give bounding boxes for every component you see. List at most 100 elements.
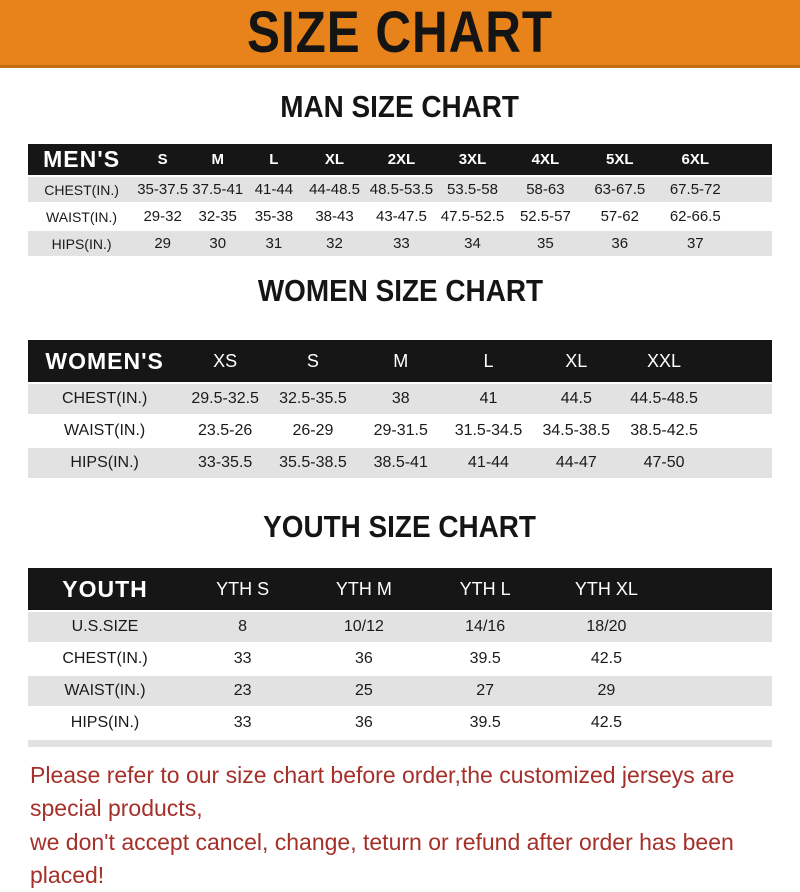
measurement-cell: 8 bbox=[182, 612, 304, 642]
filler-cell bbox=[707, 340, 772, 382]
filler-cell bbox=[733, 177, 772, 202]
size-column-header: XL bbox=[302, 144, 367, 175]
row-label: WAIST(IN.) bbox=[28, 204, 136, 229]
size-column-header: XS bbox=[181, 340, 270, 382]
measurement-cell: 27 bbox=[424, 676, 546, 706]
size-column-header: YTH M bbox=[303, 568, 425, 610]
measurement-cell: 30 bbox=[190, 231, 246, 256]
measurement-cell: 33-35.5 bbox=[181, 448, 270, 478]
size-column-header: 4XL bbox=[508, 144, 583, 175]
measurement-cell: 37 bbox=[657, 231, 734, 256]
measurement-row: CHEST(IN.) 33 36 39.5 42.5 bbox=[28, 644, 772, 674]
filler-cell bbox=[707, 384, 772, 414]
measurement-cell: 29-32 bbox=[135, 204, 191, 229]
measurement-cell: 26-29 bbox=[269, 416, 357, 446]
size-column-header: YTH XL bbox=[545, 568, 668, 610]
filler-cell bbox=[733, 204, 772, 229]
row-label: HIPS(IN.) bbox=[28, 708, 182, 738]
measurement-row: HIPS(IN.) 33 36 39.5 42.5 bbox=[28, 708, 772, 738]
measurement-cell: 10/12 bbox=[303, 612, 425, 642]
filler-cell bbox=[707, 448, 772, 478]
measurement-cell: 25 bbox=[303, 676, 425, 706]
row-label: HIPS(IN.) bbox=[28, 448, 182, 478]
row-label: CHEST(IN.) bbox=[28, 644, 182, 674]
row-label: HIPS(IN.) bbox=[28, 231, 136, 256]
measurement-cell: 47.5-52.5 bbox=[436, 204, 509, 229]
measurement-cell: 35 bbox=[508, 231, 583, 256]
men-size-table: MEN'S S M L XL 2XL 3XL 4XL 5XL 6XL CHEST(IN.) 35-37… bbox=[28, 142, 772, 258]
measurement-cell: 53.5-58 bbox=[436, 177, 509, 202]
size-header-row: WOMEN'S XS S M L XL XXL bbox=[28, 340, 772, 382]
measurement-cell: 52.5-57 bbox=[508, 204, 583, 229]
measurement-cell: 44-48.5 bbox=[302, 177, 367, 202]
measurement-cell: 34 bbox=[436, 231, 509, 256]
measurement-cell: 38 bbox=[356, 384, 445, 414]
measurement-cell: 41-44 bbox=[444, 448, 533, 478]
men-title-text: MAN SIZE CHART bbox=[280, 89, 520, 124]
women-section-title: WOMEN SIZE CHART bbox=[0, 274, 800, 314]
youth-section-title: YOUTH SIZE CHART bbox=[0, 510, 800, 550]
youth-title-text: YOUTH SIZE CHART bbox=[263, 509, 537, 544]
measurement-cell: 63-67.5 bbox=[582, 177, 658, 202]
measurement-cell: 58-63 bbox=[508, 177, 583, 202]
measurement-cell: 42.5 bbox=[545, 644, 668, 674]
measurement-cell: 14/16 bbox=[424, 612, 546, 642]
measurement-cell: 47-50 bbox=[620, 448, 708, 478]
size-column-header: L bbox=[245, 144, 303, 175]
measurement-cell: 44.5 bbox=[532, 384, 621, 414]
filler-cell bbox=[733, 231, 772, 256]
women-size-table: WOMEN'S XS S M L XL XXL CHEST(IN.) 29.5-32.5 32.5… bbox=[28, 338, 772, 480]
measurement-cell: 29 bbox=[135, 231, 191, 256]
measurement-cell: 67.5-72 bbox=[657, 177, 734, 202]
measurement-cell: 35-38 bbox=[245, 204, 303, 229]
measurement-cell: 48.5-53.5 bbox=[366, 177, 437, 202]
measurement-cell: 23 bbox=[182, 676, 304, 706]
size-chart-banner: SIZE CHART bbox=[0, 0, 800, 68]
size-header-row: MEN'S S M L XL 2XL 3XL 4XL 5XL 6XL bbox=[28, 144, 772, 175]
measurement-cell: 33 bbox=[182, 708, 304, 738]
measurement-cell: 32 bbox=[302, 231, 367, 256]
measurement-cell: 34.5-38.5 bbox=[532, 416, 621, 446]
size-column-header: S bbox=[269, 340, 357, 382]
size-column-header: 3XL bbox=[436, 144, 509, 175]
measurement-cell: 33 bbox=[366, 231, 437, 256]
measurement-cell: 38.5-41 bbox=[356, 448, 445, 478]
measurement-row: U.S.SIZE 8 10/12 14/16 18/20 bbox=[28, 612, 772, 642]
measurement-cell: 44.5-48.5 bbox=[620, 384, 708, 414]
measurement-cell: 62-66.5 bbox=[657, 204, 734, 229]
size-column-header: 5XL bbox=[582, 144, 658, 175]
banner-title: SIZE CHART bbox=[247, 0, 553, 65]
measurement-cell: 44-47 bbox=[532, 448, 621, 478]
measurement-cell: 39.5 bbox=[424, 644, 546, 674]
measurement-row: WAIST(IN.) 29-32 32-35 35-38 38-43 43-47.5 47.… bbox=[28, 204, 772, 229]
youth-size-table: YOUTH YTH S YTH M YTH L YTH XL U.S.SIZE 8 10/12… bbox=[28, 566, 772, 740]
measurement-cell: 23.5-26 bbox=[181, 416, 270, 446]
measurement-cell: 36 bbox=[303, 644, 425, 674]
measurement-cell: 32.5-35.5 bbox=[269, 384, 357, 414]
group-label: YOUTH bbox=[28, 568, 182, 610]
row-label: CHEST(IN.) bbox=[28, 384, 182, 414]
size-column-header: 2XL bbox=[366, 144, 437, 175]
measurement-cell: 38-43 bbox=[302, 204, 367, 229]
measurement-row: HIPS(IN.) 33-35.5 35.5-38.5 38.5-41 41-44 44-… bbox=[28, 448, 772, 478]
measurement-cell: 18/20 bbox=[545, 612, 668, 642]
measurement-cell: 57-62 bbox=[582, 204, 658, 229]
filler-cell bbox=[667, 708, 772, 738]
measurement-cell: 31.5-34.5 bbox=[444, 416, 533, 446]
filler-cell bbox=[667, 568, 772, 610]
measurement-cell: 29 bbox=[545, 676, 668, 706]
filler-cell bbox=[667, 644, 772, 674]
measurement-cell: 36 bbox=[582, 231, 658, 256]
size-column-header: L bbox=[444, 340, 533, 382]
size-column-header: YTH L bbox=[424, 568, 546, 610]
filler-cell bbox=[733, 144, 772, 175]
size-column-header: YTH S bbox=[182, 568, 304, 610]
measurement-row: WAIST(IN.) 23.5-26 26-29 29-31.5 31.5-34.5 34… bbox=[28, 416, 772, 446]
measurement-cell: 31 bbox=[245, 231, 303, 256]
filler-cell bbox=[707, 416, 772, 446]
size-column-header: M bbox=[190, 144, 246, 175]
measurement-row: WAIST(IN.) 23 25 27 29 bbox=[28, 676, 772, 706]
size-column-header: S bbox=[135, 144, 191, 175]
measurement-cell: 35-37.5 bbox=[135, 177, 191, 202]
measurement-row: CHEST(IN.) 35-37.5 37.5-41 41-44 44-48.5 48.5… bbox=[28, 177, 772, 202]
